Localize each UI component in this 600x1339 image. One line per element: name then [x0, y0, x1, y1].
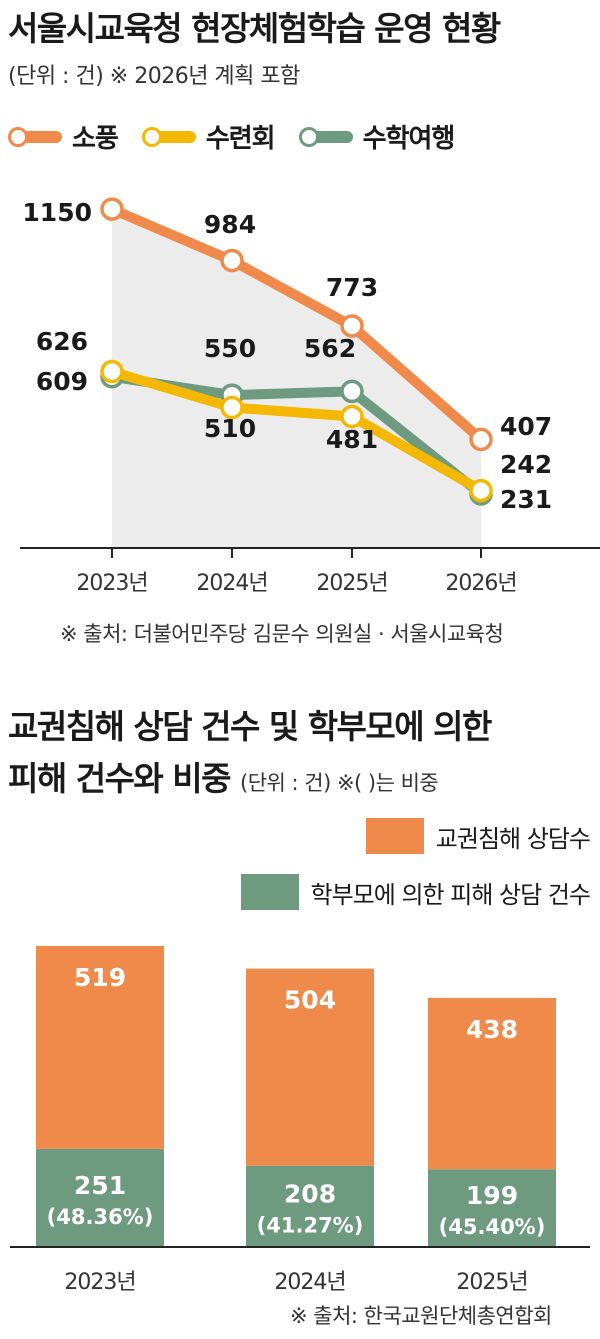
bar-value-counsel: 438 [466, 1015, 518, 1044]
legend-parent: 학부모에 의한 피해 상담 건수 [240, 874, 591, 910]
x-tick-label: 2024년 [274, 1270, 345, 1295]
legend-swatch-suhak [298, 126, 355, 147]
data-label-sopung: 1150 [22, 198, 92, 227]
x-tick-label: 2024년 [196, 571, 267, 596]
legend-label-sopung: 소풍 [72, 124, 119, 154]
data-label-suryeonhoe: 242 [500, 450, 552, 479]
point-sopung [220, 248, 244, 273]
bar-value-parent: 251 [74, 1171, 126, 1200]
chart1-subtitle: (단위 : 건) ※ 2026년 계획 포함 [8, 64, 300, 89]
legend-label-parent: 학부모에 의한 피해 상담 건수 [310, 880, 591, 909]
legend-counsel: 교권침해 상담수 [365, 818, 591, 854]
point-suhak [340, 379, 364, 404]
x-tick-label: 2023년 [64, 1270, 135, 1295]
bar-value-parent: 199 [466, 1181, 518, 1210]
legend-label-counsel: 교권침해 상담수 [435, 824, 591, 853]
chart1-source: ※ 출처: 더불어민주당 김문수 의원실 · 서울시교육청 [60, 622, 504, 646]
bar-value-counsel: 504 [284, 986, 336, 1015]
chart2-title-line2: 피해 건수와 비중 (단위 : 건) ※( )는 비중 [8, 752, 439, 800]
legend-item-suhak: 수학여행 [298, 118, 456, 155]
bar-percent-label: (45.40%) [439, 1215, 546, 1239]
chart1-legend: 소풍 수련회 수학여행 [8, 118, 478, 155]
point-sopung [469, 427, 493, 452]
chart2-title-line1: 교권침해 상담 건수 및 학부모에 의한 [8, 707, 492, 746]
bar-value-counsel: 519 [74, 963, 126, 992]
line-chart: 2023년 2024년 2025년 2026년 1150 984 773 407 609 550 5… [20, 197, 600, 596]
series-line-sopung [107, 204, 486, 445]
bar-percent-label: (41.27%) [257, 1213, 364, 1237]
legend-swatch-sopung [8, 126, 64, 147]
x-tick-label: 2025년 [316, 571, 387, 596]
data-label-suryeonhoe: 626 [36, 327, 88, 356]
point-suryeonhoe [220, 395, 244, 420]
x-tick-label: 2023년 [76, 571, 147, 596]
data-label-sopung: 773 [326, 273, 378, 302]
x-tick-label: 2026년 [445, 571, 516, 596]
bar-segment-parent [428, 1169, 556, 1247]
data-label-sopung: 984 [204, 210, 256, 239]
legend-item-suryeonhoe: 수련회 [141, 118, 276, 155]
series-line-suryeonhoe [107, 366, 486, 496]
chart1-title: 서울시교육청 현장체험학습 운영 현황 [8, 9, 501, 48]
bar-segment-counsel [36, 945, 164, 1149]
point-suryeonhoe [340, 404, 364, 429]
point-sopung [340, 314, 364, 338]
data-label-suhak: 609 [36, 367, 88, 396]
bar-segment-counsel [428, 997, 556, 1170]
data-label-suhak: 550 [204, 334, 256, 363]
stacked-bar-chart: 251 (48.36%) 519 2023년 208 (41.27%) 504 2024년 19… [10, 945, 590, 1295]
chart2-title-main: 피해 건수와 비중 [8, 759, 232, 798]
data-label-suhak: 231 [500, 485, 552, 514]
point-suryeonhoe [100, 359, 124, 384]
data-label-suryeonhoe: 481 [326, 425, 378, 454]
bar-segment-counsel [246, 968, 374, 1166]
legend-label-suryeonhoe: 수련회 [205, 124, 276, 154]
chart2-source: ※ 출처: 한국교원단체총연합회 [290, 1304, 552, 1328]
bar-segment-parent [246, 1165, 374, 1247]
legend-item-sopung: 소풍 [8, 118, 119, 155]
bar-percent-label: (48.36%) [47, 1205, 154, 1229]
chart2-title-note: (단위 : 건) ※( )는 비중 [240, 771, 439, 795]
point-suryeonhoe [469, 478, 493, 503]
chart-area-fill [112, 209, 481, 548]
data-label-suhak: 562 [304, 334, 356, 363]
legend-label-suhak: 수학여행 [362, 124, 456, 154]
x-tick-label: 2025년 [456, 1270, 527, 1295]
point-sopung [100, 197, 124, 221]
legend-swatch-suryeonhoe [141, 126, 198, 147]
bar-segment-parent [36, 1148, 164, 1247]
legend-swatch-counsel [365, 818, 424, 854]
data-label-suryeonhoe: 510 [204, 414, 256, 443]
legend-swatch-parent [240, 874, 299, 910]
bar-value-parent: 208 [284, 1179, 336, 1208]
data-label-sopung: 407 [500, 412, 552, 441]
